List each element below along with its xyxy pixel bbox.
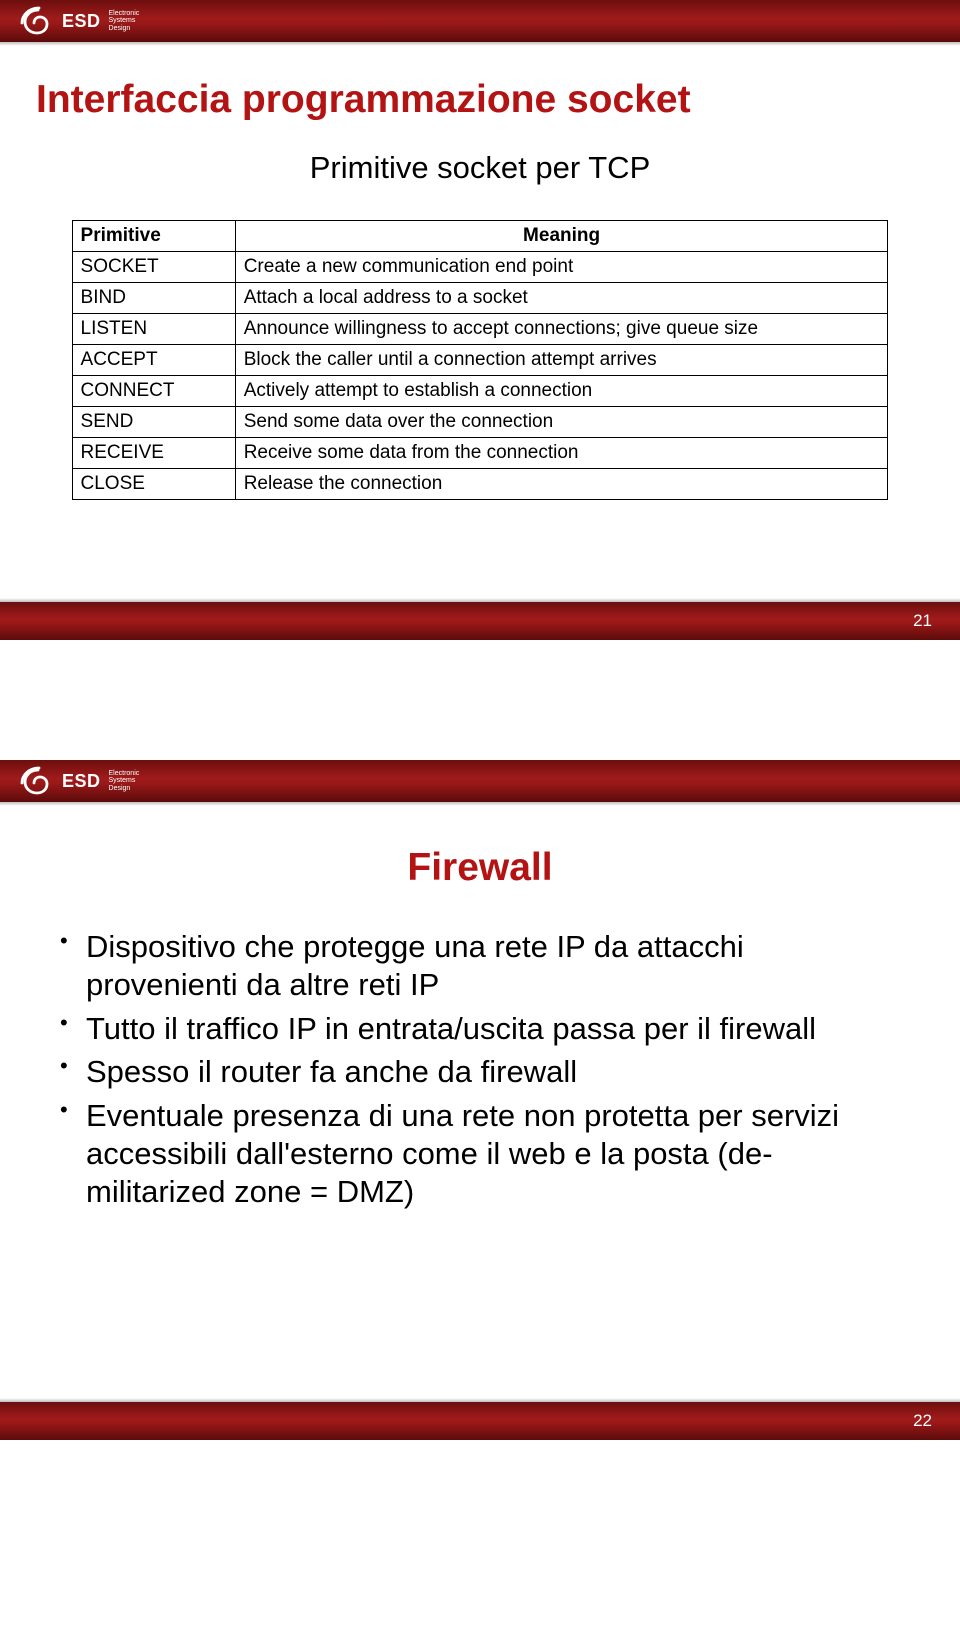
list-item: Eventuale presenza di una rete non prote…: [58, 1097, 902, 1210]
cell-primitive: BIND: [72, 283, 235, 314]
logo: ESD ElectronicSystemsDesign: [20, 6, 139, 36]
slide-1-subtitle: Primitive socket per TCP: [36, 150, 924, 186]
slide-header-bar: ESD ElectronicSystemsDesign: [0, 760, 960, 802]
table-row: CONNECT Actively attempt to establish a …: [72, 376, 888, 407]
table-row: RECEIVE Receive some data from the conne…: [72, 438, 888, 469]
cell-meaning: Release the connection: [235, 469, 888, 500]
table-header-meaning: Meaning: [235, 221, 888, 252]
page-number: 22: [913, 1411, 932, 1431]
table-header-row: Primitive Meaning: [72, 221, 888, 252]
primitives-table: Primitive Meaning SOCKET Create a new co…: [72, 220, 889, 500]
cell-meaning: Actively attempt to establish a connecti…: [235, 376, 888, 407]
slide-footer-bar: 21: [0, 602, 960, 640]
slide-2-content: Firewall Dispositivo che protegge una re…: [0, 802, 960, 1402]
table-row: CLOSE Release the connection: [72, 469, 888, 500]
logo-swirl-icon: [20, 766, 56, 796]
bullet-list: Dispositivo che protegge una rete IP da …: [58, 928, 902, 1211]
slide-2-title: Firewall: [58, 846, 902, 890]
cell-primitive: ACCEPT: [72, 345, 235, 376]
logo: ESD ElectronicSystemsDesign: [20, 766, 139, 796]
cell-meaning: Announce willingness to accept connectio…: [235, 314, 888, 345]
slide-1: ESD ElectronicSystemsDesign Interfaccia …: [0, 0, 960, 640]
cell-meaning: Block the caller until a connection atte…: [235, 345, 888, 376]
table-row: ACCEPT Block the caller until a connecti…: [72, 345, 888, 376]
cell-primitive: SEND: [72, 407, 235, 438]
table-header-primitive: Primitive: [72, 221, 235, 252]
cell-meaning: Send some data over the connection: [235, 407, 888, 438]
cell-meaning: Receive some data from the connection: [235, 438, 888, 469]
cell-meaning: Create a new communication end point: [235, 252, 888, 283]
cell-primitive: LISTEN: [72, 314, 235, 345]
slide-header-bar: ESD ElectronicSystemsDesign: [0, 0, 960, 42]
table-row: SEND Send some data over the connection: [72, 407, 888, 438]
cell-primitive: SOCKET: [72, 252, 235, 283]
logo-subtext: ElectronicSystemsDesign: [109, 10, 140, 32]
list-item: Dispositivo che protegge una rete IP da …: [58, 928, 902, 1004]
list-item: Spesso il router fa anche da firewall: [58, 1053, 902, 1091]
slide-1-title: Interfaccia programmazione socket: [36, 78, 924, 122]
table-row: LISTEN Announce willingness to accept co…: [72, 314, 888, 345]
cell-primitive: RECEIVE: [72, 438, 235, 469]
logo-subtext: ElectronicSystemsDesign: [109, 770, 140, 792]
cell-meaning: Attach a local address to a socket: [235, 283, 888, 314]
logo-text: ESD: [62, 771, 101, 792]
slide-1-content: Interfaccia programmazione socket Primit…: [0, 42, 960, 602]
slide-footer-bar: 22: [0, 1402, 960, 1440]
list-item: Tutto il traffico IP in entrata/uscita p…: [58, 1010, 902, 1048]
cell-primitive: CONNECT: [72, 376, 235, 407]
table-row: BIND Attach a local address to a socket: [72, 283, 888, 314]
logo-swirl-icon: [20, 6, 56, 36]
slide-2: ESD ElectronicSystemsDesign Firewall Dis…: [0, 760, 960, 1440]
table-row: SOCKET Create a new communication end po…: [72, 252, 888, 283]
logo-text: ESD: [62, 11, 101, 32]
cell-primitive: CLOSE: [72, 469, 235, 500]
page-number: 21: [913, 611, 932, 631]
